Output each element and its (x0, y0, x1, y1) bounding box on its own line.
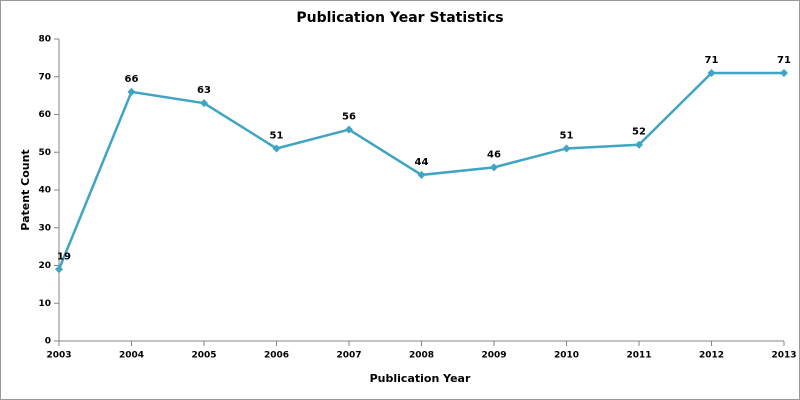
data-label: 52 (632, 127, 646, 138)
y-tick-label: 70 (38, 72, 51, 82)
data-label: 19 (57, 251, 71, 262)
y-tick-label: 20 (38, 261, 51, 271)
point (780, 68, 788, 77)
y-axis-title: Patent Count (19, 149, 32, 230)
point (345, 125, 353, 134)
x-tick-label: 2009 (481, 351, 506, 361)
x-tick-label: 2005 (191, 351, 216, 361)
data-label: 71 (705, 55, 719, 66)
y-tick-label: 60 (38, 110, 51, 120)
x-tick-label: 2004 (119, 351, 144, 361)
y-tick-label: 50 (38, 148, 51, 158)
chart-title: Publication Year Statistics (296, 10, 503, 26)
point (127, 87, 136, 96)
y-tick-label: 10 (38, 299, 51, 309)
data-label: 44 (415, 157, 429, 168)
x-tick-label: 2012 (699, 351, 724, 361)
data-label: 63 (197, 85, 211, 96)
data-label: 51 (560, 130, 574, 141)
point (635, 140, 643, 149)
x-tick-label: 2007 (336, 351, 361, 361)
point (707, 68, 716, 77)
x-tick-label: 2010 (554, 351, 579, 361)
x-tick-label: 2003 (46, 351, 71, 361)
y-tick-label: 40 (38, 186, 51, 196)
point (490, 163, 498, 172)
data-label: 66 (125, 74, 139, 85)
point (417, 170, 426, 179)
point (200, 99, 208, 108)
data-label: 71 (777, 55, 791, 66)
y-tick-label: 30 (38, 223, 51, 233)
point (562, 144, 571, 153)
x-axis-title: Publication Year (370, 372, 471, 385)
x-tick-label: 2013 (771, 351, 796, 361)
x-tick-label: 2008 (409, 351, 434, 361)
data-label: 56 (342, 112, 356, 123)
x-tick-label: 2006 (264, 351, 289, 361)
data-label: 46 (487, 149, 501, 160)
point (272, 144, 281, 153)
y-tick-label: 0 (45, 337, 51, 347)
y-tick-label: 80 (38, 35, 51, 45)
data-label: 51 (270, 130, 284, 141)
x-tick-label: 2011 (626, 351, 651, 361)
point (55, 265, 63, 274)
